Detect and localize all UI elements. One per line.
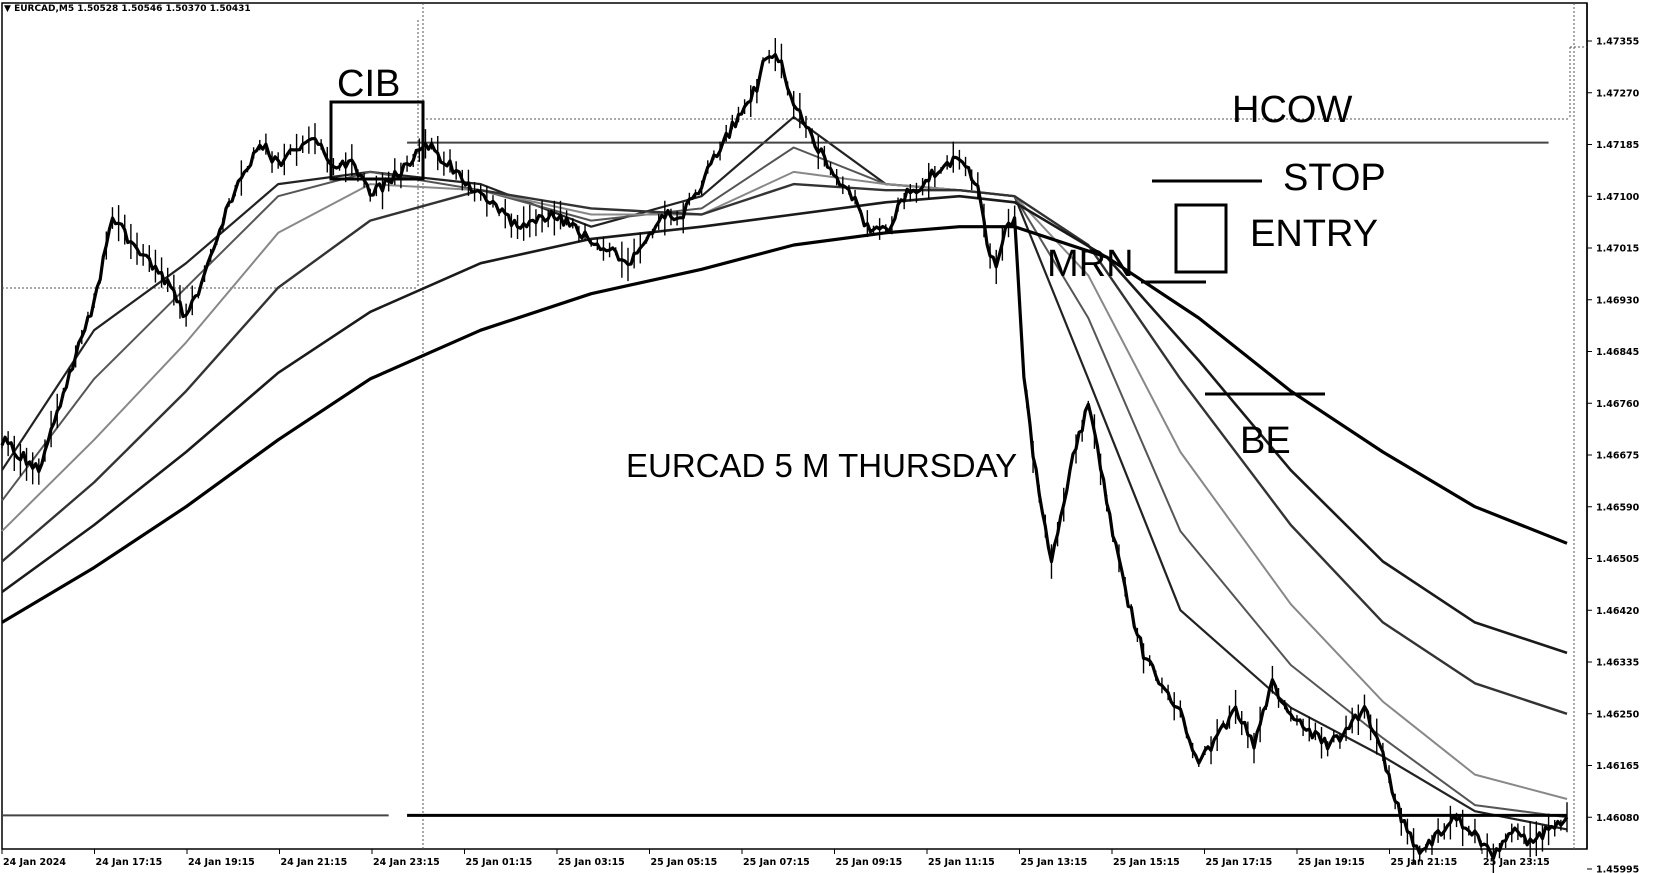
x-tick-label: 25 Jan 17:15: [1206, 857, 1273, 868]
be-label: BE: [1240, 420, 1291, 462]
y-tick-label: 1.47100: [1596, 192, 1640, 203]
chart-title: EURCAD 5 M THURSDAY: [626, 447, 1017, 484]
y-tick-label: 1.46590: [1596, 502, 1640, 513]
price-line: [0, 53, 1569, 860]
price-axis: 1.47355 1.47270 1.47185 1.47100 1.47015 1.469…: [1587, 37, 1640, 873]
cib-label: CIB: [337, 63, 400, 105]
moving-average-line-3: [1, 170, 1568, 800]
stop-label: STOP: [1283, 157, 1386, 199]
x-tick-label: 25 Jan 21:15: [1391, 857, 1458, 868]
x-tick-label: 25 Jan 07:15: [743, 857, 810, 868]
dropdown-arrow-icon[interactable]: ▼: [4, 4, 11, 14]
x-tick-label: 25 Jan 23:15: [1483, 857, 1550, 868]
cib-box: [329, 100, 425, 181]
y-tick-label: 1.46420: [1596, 606, 1640, 617]
y-tick-label: 1.47185: [1596, 140, 1639, 151]
x-tick-label: 25 Jan 15:15: [1113, 857, 1180, 868]
y-tick-label: 1.46760: [1596, 399, 1640, 410]
moving-average-line-4: [1, 182, 1568, 715]
y-tick-label: 1.46165: [1596, 761, 1639, 772]
moving-average-line-1: [1, 116, 1568, 831]
x-tick-label: 25 Jan 19:15: [1298, 857, 1365, 868]
y-tick-label: 1.46335: [1596, 658, 1639, 669]
x-tick-label: 25 Jan 09:15: [836, 857, 903, 868]
x-tick-label: 24 Jan 2024: [3, 857, 66, 868]
x-tick-label: 25 Jan 11:15: [928, 857, 995, 868]
entry-label: ENTRY: [1250, 213, 1378, 255]
entry-box: [1174, 203, 1228, 274]
y-tick-label: 1.46930: [1596, 295, 1640, 306]
x-tick-label: 25 Jan 05:15: [651, 857, 718, 868]
x-tick-label: 24 Jan 23:15: [373, 857, 440, 868]
price-series: [0, 38, 1569, 873]
x-tick-label: 24 Jan 21:15: [281, 857, 348, 868]
y-tick-label: 1.46250: [1596, 709, 1640, 720]
moving-averages: [1, 116, 1568, 831]
horizontal-levels: [2, 141, 1567, 817]
x-tick-label: 25 Jan 03:15: [558, 857, 625, 868]
hcow-label: HCOW: [1232, 89, 1352, 131]
moving-average-line-6: [1, 225, 1568, 624]
y-tick-label: 1.47015: [1596, 244, 1639, 255]
ohlc-readout: 1.50528 1.50546 1.50370 1.50431: [77, 4, 251, 14]
y-tick-label: 1.46505: [1596, 554, 1639, 565]
x-tick-label: 25 Jan 13:15: [1021, 857, 1088, 868]
time-axis: 24 Jan 2024 24 Jan 17:15 24 Jan 19:15 24 Ja…: [1, 849, 1550, 868]
mrn-label: MRN: [1047, 243, 1134, 285]
y-tick-label: 1.47270: [1596, 88, 1640, 99]
x-tick-label: 24 Jan 17:15: [96, 857, 163, 868]
y-tick-label: 1.46080: [1596, 813, 1640, 824]
y-tick-label: 1.46845: [1596, 347, 1639, 358]
x-tick-label: 25 Jan 01:15: [466, 857, 533, 868]
moving-average-line-2: [1, 146, 1568, 819]
y-tick-label: 1.45995: [1596, 865, 1639, 873]
x-tick-label: 24 Jan 19:15: [188, 857, 255, 868]
symbol-label: EURCAD,M5: [14, 4, 75, 14]
chart-header: ▼ EURCAD,M5 1.50528 1.50546 1.50370 1.50…: [4, 4, 251, 14]
moving-average-line-5: [1, 194, 1568, 655]
y-tick-label: 1.47355: [1596, 37, 1639, 48]
y-tick-label: 1.46675: [1596, 451, 1639, 462]
